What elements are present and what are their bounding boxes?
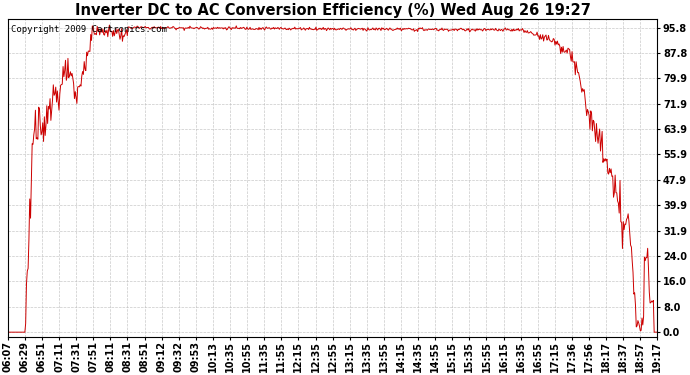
Text: Copyright 2009 Cartronics.com: Copyright 2009 Cartronics.com xyxy=(11,25,167,34)
Title: Inverter DC to AC Conversion Efficiency (%) Wed Aug 26 19:27: Inverter DC to AC Conversion Efficiency … xyxy=(75,3,591,18)
